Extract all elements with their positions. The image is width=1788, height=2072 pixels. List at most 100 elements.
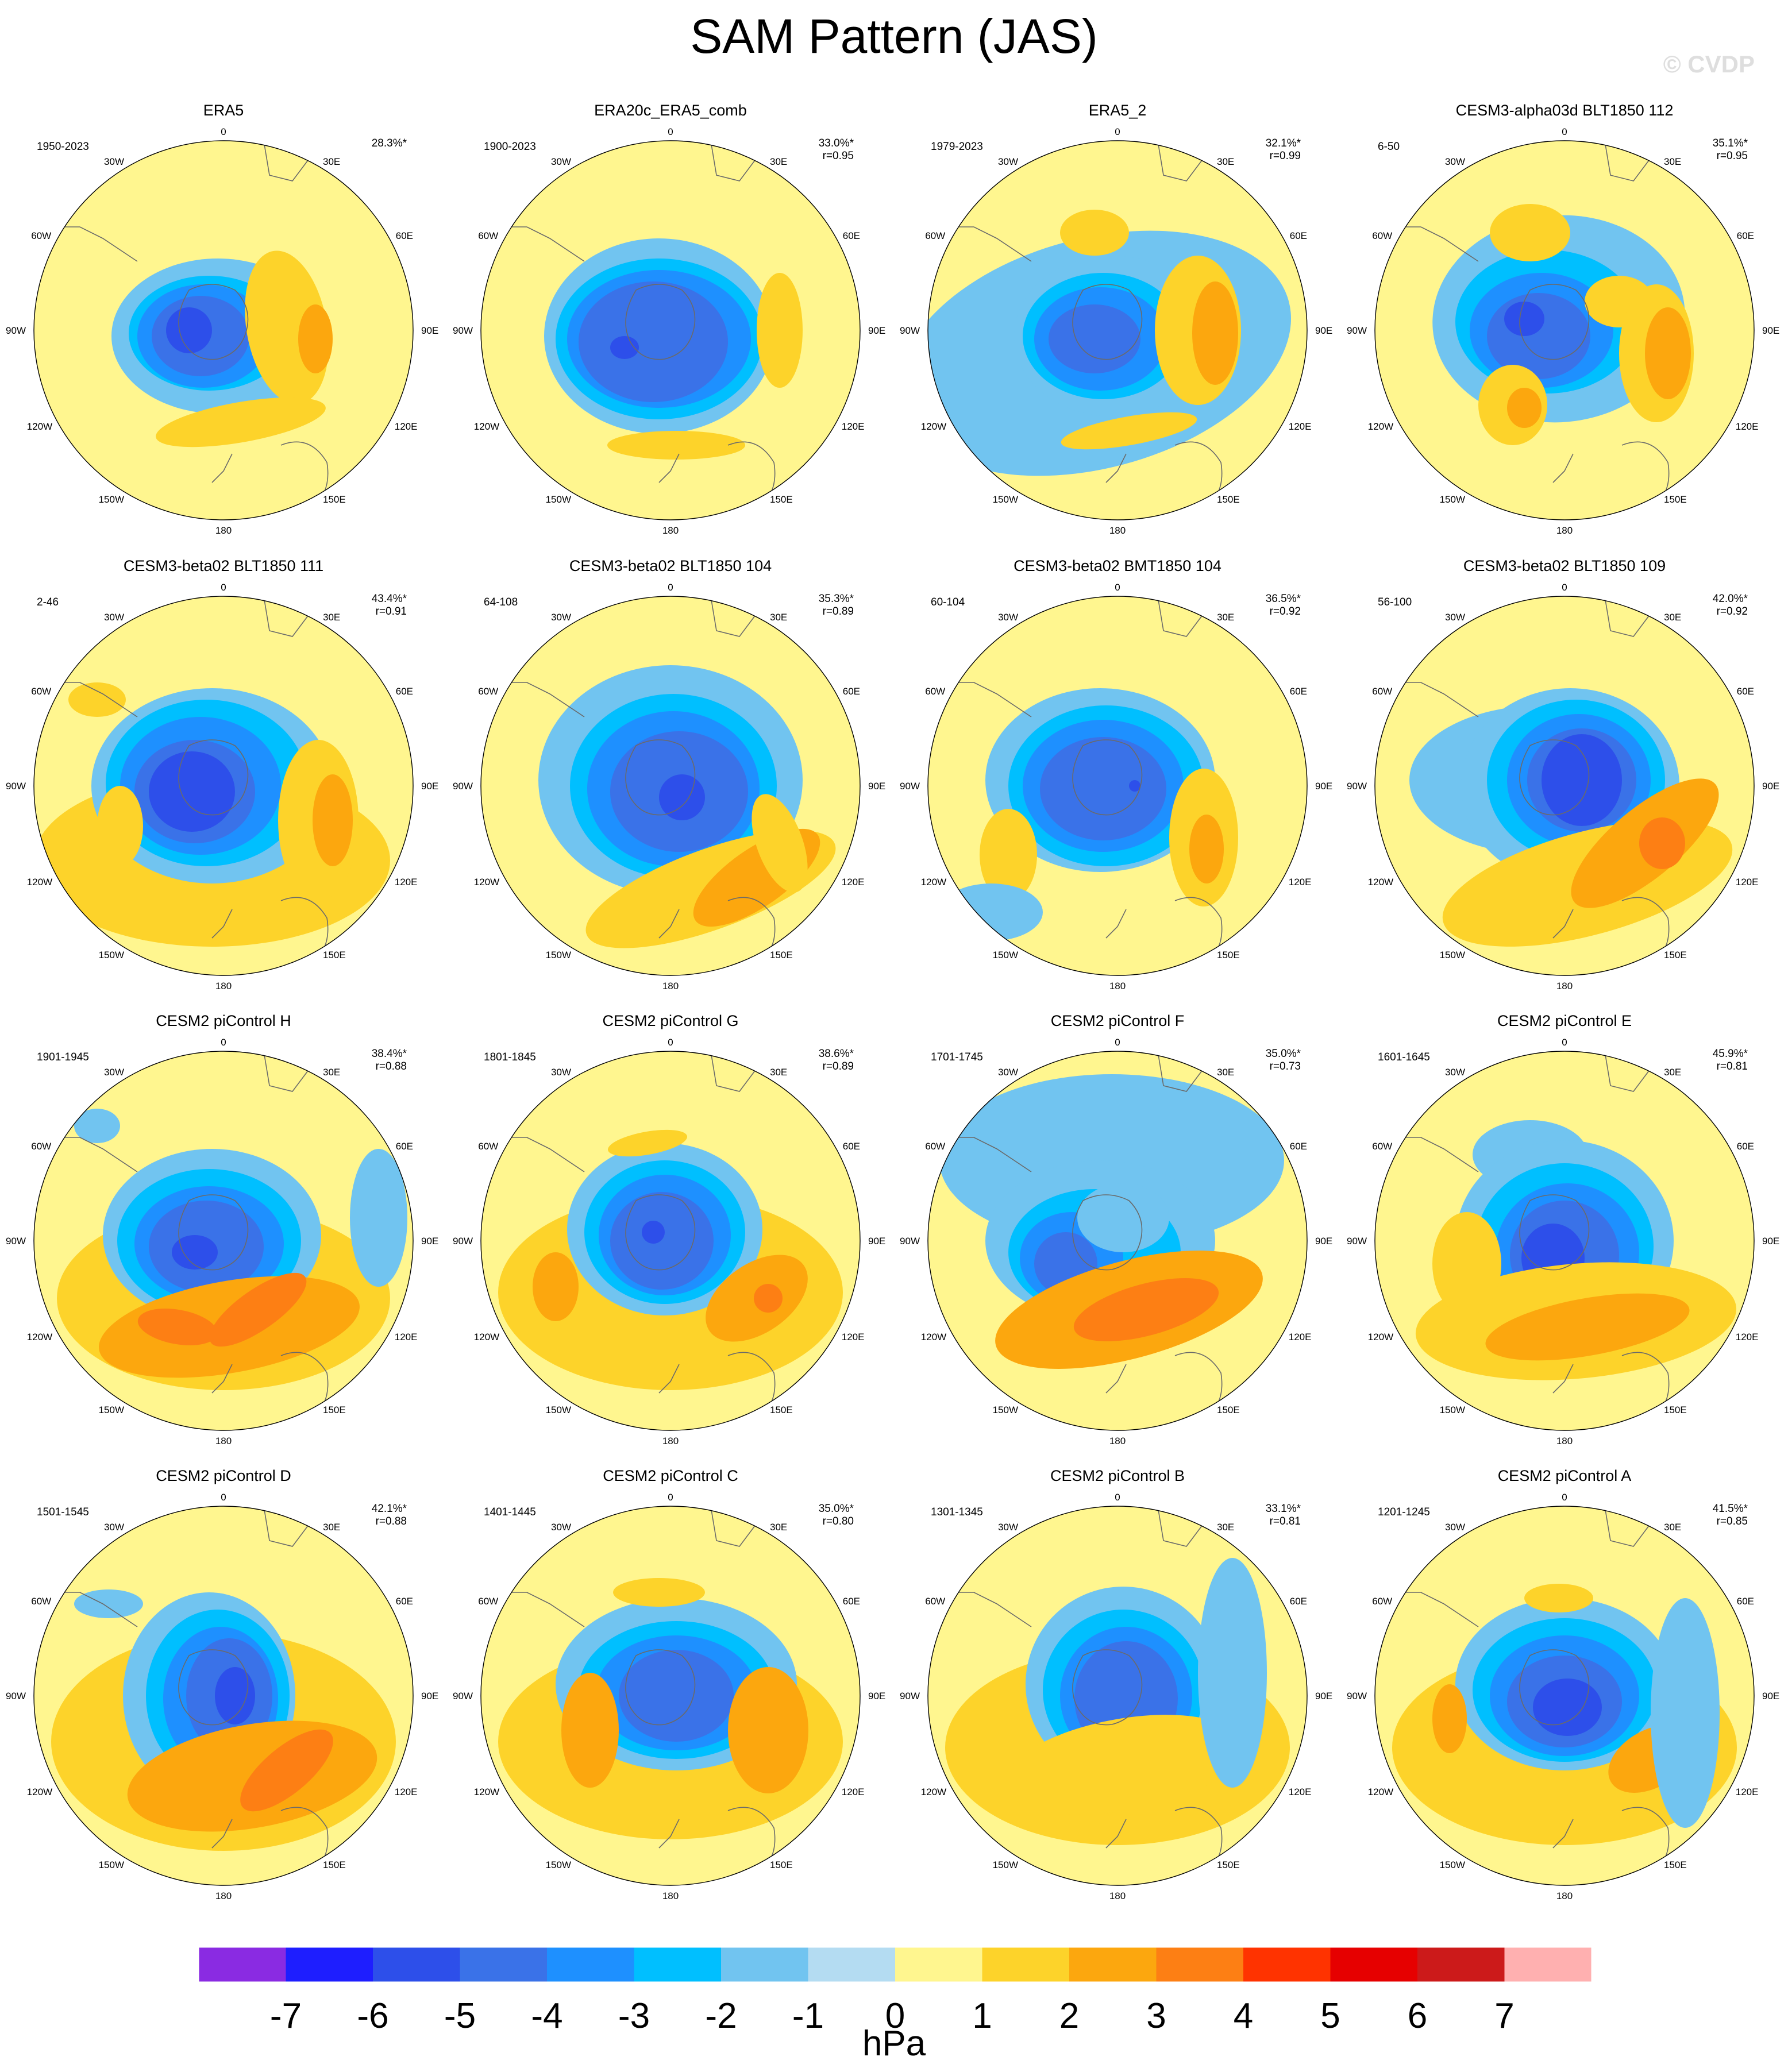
longitude-label: 150W (546, 494, 571, 505)
coastline (658, 909, 680, 939)
panel-years: 1979-2023 (931, 141, 983, 153)
coastline (1552, 1364, 1574, 1394)
map-panel: ERA5_2 1979-2023 32.1%* r=0.99 0 30E 60E 90E 120… (894, 101, 1341, 555)
contour-region (728, 1667, 808, 1793)
longitude-label: 60W (478, 1141, 498, 1152)
map-panel: CESM2 piControl C 1401-1445 35.0%* r=0.80 0 3… (447, 1466, 894, 1921)
panel-percent: 35.1%* (1712, 137, 1748, 149)
longitude-label: 30W (551, 1522, 571, 1533)
panel-years: 64-108 (484, 596, 518, 608)
longitude-label: 60E (843, 1141, 860, 1152)
contour-region (156, 397, 326, 447)
longitude-label: 180 (215, 1436, 232, 1446)
colorbar-tick-label: -4 (531, 1996, 562, 2036)
panel-years: 56-100 (1378, 596, 1412, 608)
contour-region (1077, 1183, 1169, 1252)
contour-region (166, 307, 212, 353)
panel-title: CESM2 piControl E (1497, 1012, 1632, 1029)
contour-region (1432, 1684, 1467, 1753)
contour-region (149, 751, 235, 832)
contour-region (610, 336, 639, 359)
longitude-label: 60W (478, 1596, 498, 1607)
longitude-label: 60W (925, 1596, 945, 1607)
coastline (178, 1194, 249, 1271)
longitude-label: 60E (396, 1596, 413, 1607)
contour-region (613, 1578, 705, 1607)
coastline (1519, 739, 1590, 816)
coastline (1157, 1506, 1204, 1547)
longitude-label: 60E (396, 1141, 413, 1152)
longitude-label: 30E (1217, 1067, 1234, 1078)
contour-region (1432, 1212, 1501, 1315)
colorbar-tick-label: 6 (1408, 1996, 1427, 2036)
contour-region (561, 1673, 619, 1788)
panel-stats: 43.4%* r=0.91 (345, 593, 407, 618)
colorbar-swatch (808, 1947, 895, 1982)
contour-region (1651, 1598, 1720, 1828)
longitude-label: 150E (770, 950, 793, 960)
panel-title: ERA5_2 (1088, 102, 1147, 119)
coastline (1105, 909, 1127, 939)
longitude-label: 120E (1289, 421, 1312, 432)
panel-title: CESM2 piControl B (1050, 1467, 1185, 1484)
longitude-label: 0 (668, 582, 673, 593)
longitude-label: 120W (27, 877, 52, 888)
colorbar-frame (198, 1947, 1592, 1982)
colorbar-swatch (1156, 1947, 1243, 1982)
colorbar-tick-label: 1 (972, 1996, 992, 2036)
panel-correlation: r=0.95 (822, 150, 854, 162)
longitude-label: 0 (668, 1037, 673, 1048)
contour-region (579, 281, 728, 402)
longitude-label: 120E (1289, 877, 1312, 888)
longitude-label: 120W (1368, 421, 1393, 432)
longitude-label: 60E (1290, 230, 1307, 241)
colorbar-swatch (1069, 1947, 1157, 1982)
coastline (263, 141, 310, 182)
longitude-label: 60W (925, 230, 945, 241)
map-border (480, 1506, 861, 1886)
contour-region (1507, 388, 1542, 428)
longitude-label: 180 (215, 1890, 232, 1901)
longitude-label: 30W (1445, 156, 1465, 167)
contour-region (1504, 302, 1544, 336)
longitude-label: 0 (221, 1037, 226, 1048)
longitude-label: 30E (770, 156, 787, 167)
panel-title: CESM2 piControl C (603, 1467, 738, 1484)
longitude-label: 150E (770, 1859, 793, 1870)
longitude-label: 90W (453, 1691, 473, 1701)
longitude-label: 150W (993, 1405, 1018, 1415)
colorbar-swatch (199, 1947, 286, 1982)
coastline (1604, 596, 1651, 637)
longitude-label: 120W (27, 1787, 52, 1797)
contour-region (1004, 1715, 1243, 1815)
contour-region (1524, 1584, 1593, 1612)
longitude-label: 180 (1556, 525, 1573, 536)
longitude-label: 120E (842, 877, 865, 888)
longitude-label: 90W (453, 1236, 473, 1247)
map-panel: ERA5 1950-2023 28.3%* 0 30E 60E 90E 120E 150E 180… (0, 101, 447, 555)
longitude-label: 120E (395, 877, 418, 888)
contour-region (757, 273, 803, 388)
longitude-label: 120E (395, 1787, 418, 1797)
longitude-label: 90W (1347, 1236, 1367, 1247)
panel-percent: 35.3%* (818, 593, 854, 605)
map-border (1374, 1506, 1755, 1886)
panel-percent: 43.4%* (371, 593, 407, 605)
coastline (263, 1506, 310, 1547)
longitude-label: 120E (842, 1332, 865, 1342)
longitude-label: 60W (1372, 230, 1392, 241)
panel-correlation: r=0.73 (1269, 1060, 1301, 1072)
coastline (658, 1364, 680, 1394)
polar-map: 0 30E 60E 90E 120E 150E 180 150W 120W 90W 60W 30W (453, 1037, 885, 1446)
polar-map: 0 30E 60E 90E 120E 150E 180 150W 120W 90W 60W 30W (900, 1492, 1332, 1901)
longitude-label: 120W (27, 421, 52, 432)
map-border (480, 596, 861, 976)
longitude-label: 150W (99, 1405, 124, 1415)
longitude-label: 90E (868, 1691, 885, 1701)
coastline (178, 284, 249, 360)
colorbar-tick-label: -3 (618, 1996, 650, 2036)
panel-years: 1301-1345 (931, 1506, 983, 1518)
map-border (480, 140, 861, 520)
longitude-label: 0 (1562, 1492, 1567, 1503)
longitude-label: 0 (1115, 1492, 1120, 1503)
